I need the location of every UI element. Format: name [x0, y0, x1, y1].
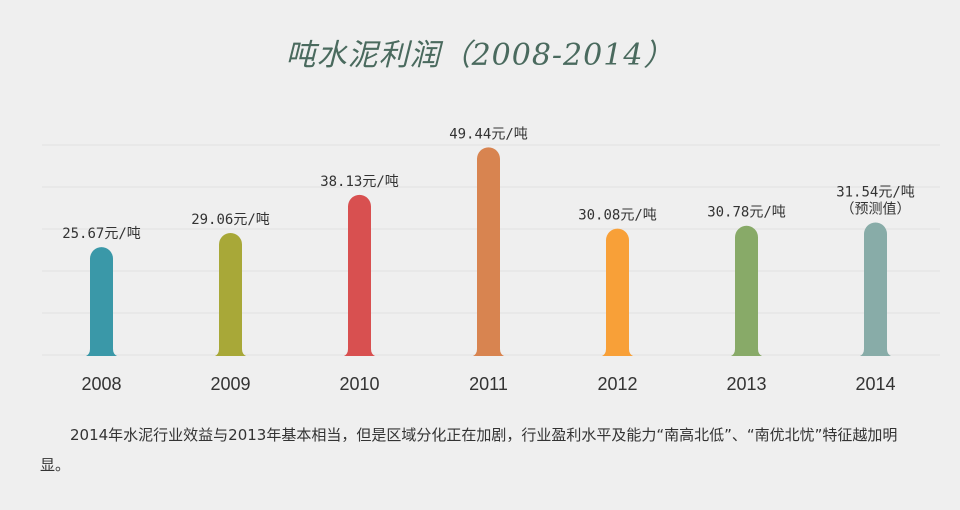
bar-foot-2014 [860, 349, 891, 356]
x-tick-2010: 2010 [339, 374, 379, 394]
value-label-2013: 30.78元/吨 [707, 205, 786, 221]
bar-2013 [735, 225, 758, 355]
bar-foot-2013 [731, 349, 762, 356]
bars [86, 147, 891, 356]
bar-foot-2010 [344, 349, 375, 356]
value-label-2012: 30.08元/吨 [578, 208, 657, 224]
value-label-2011: 49.44元/吨 [449, 126, 528, 142]
value-label-2010: 38.13元/吨 [320, 174, 399, 190]
x-tick-2012: 2012 [597, 374, 637, 394]
x-tick-2008: 2008 [81, 374, 121, 394]
x-tick-2013: 2013 [726, 374, 766, 394]
value-note-2014: （预测值） [841, 202, 911, 218]
value-label-2014: 31.54元/吨 [836, 185, 915, 201]
bar-foot-2009 [215, 349, 246, 356]
x-tick-labels: 2008 2009 2010 2011 2012 2013 2014 [81, 374, 895, 394]
bar-foot-2012 [602, 349, 633, 356]
value-label-2009: 29.06元/吨 [191, 212, 270, 228]
bar-chart: 25.67元/吨 29.06元/吨 38.13元/吨 49.44元/吨 30.08元/吨… [42, 126, 940, 394]
x-tick-2009: 2009 [210, 374, 250, 394]
chart-title: 吨水泥利润（2008-2014） [285, 38, 675, 73]
bar-2012 [606, 228, 629, 355]
value-label-2008: 25.67元/吨 [62, 226, 141, 242]
x-tick-2011: 2011 [469, 374, 508, 394]
bar-2011 [477, 147, 500, 355]
bar-2010 [348, 194, 371, 355]
bar-2008 [90, 247, 113, 355]
x-tick-2014: 2014 [855, 374, 895, 394]
bar-2009 [219, 232, 242, 355]
value-labels: 25.67元/吨 29.06元/吨 38.13元/吨 49.44元/吨 30.08元/吨… [62, 126, 915, 242]
bar-2014 [864, 222, 887, 355]
bar-foot-2011 [473, 349, 504, 356]
bar-foot-2008 [86, 349, 117, 356]
summary-caption: 2014年水泥行业效益与2013年基本相当，但是区域分化正在加剧，行业盈利水平及… [40, 426, 898, 474]
